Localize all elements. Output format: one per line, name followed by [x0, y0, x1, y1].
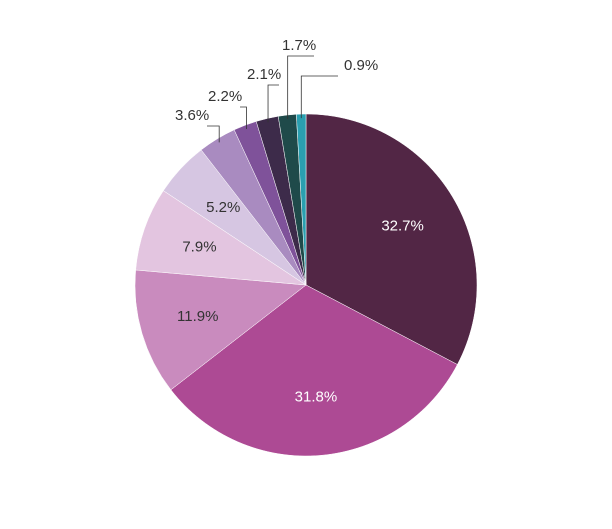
- leader-line: [207, 125, 220, 143]
- value-label: 7.9%: [182, 239, 216, 256]
- value-label: 32.7%: [381, 218, 424, 235]
- pie-slice: [170, 284, 458, 457]
- value-label: 11.9%: [177, 308, 218, 325]
- value-label: 3.6%: [175, 107, 209, 124]
- leader-line: [300, 75, 338, 119]
- value-label: 1.7%: [282, 37, 316, 54]
- pie-slice: [305, 113, 478, 365]
- leader-line: [287, 55, 314, 120]
- leader-line: [240, 106, 247, 129]
- value-label: 2.1%: [247, 66, 281, 83]
- value-label: 31.8%: [295, 388, 338, 405]
- pie-slice: [134, 269, 307, 391]
- leader-line: [267, 84, 279, 123]
- value-label: 2.2%: [208, 88, 242, 105]
- value-label: 0.9%: [344, 57, 378, 74]
- value-label: 5.2%: [206, 199, 240, 216]
